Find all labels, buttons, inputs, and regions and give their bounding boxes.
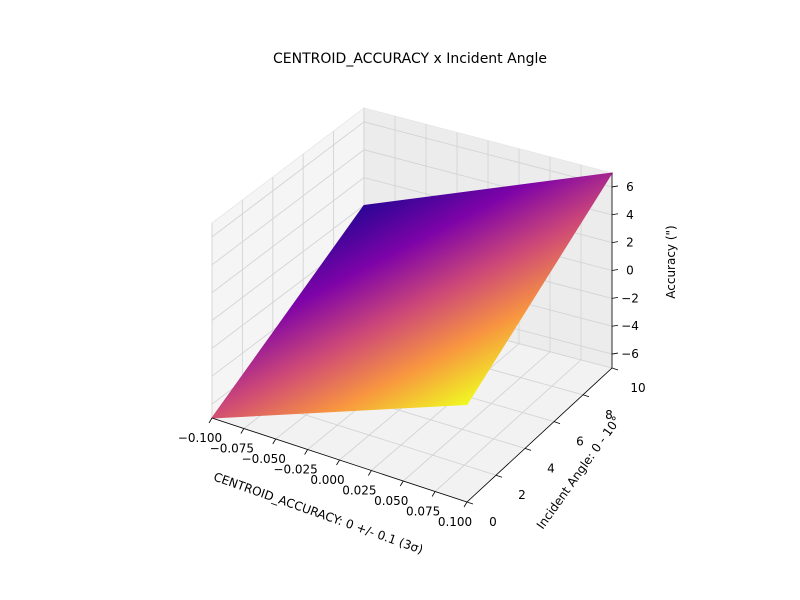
z-tick-label-0: −6	[621, 347, 639, 361]
y-tick-label-2: 4	[547, 461, 555, 475]
axes-ticks: −0.100−0.075−0.050−0.0250.0000.0250.0500…	[178, 173, 646, 529]
y-tick-label-3: 6	[576, 435, 584, 449]
x-tick-label-3: −0.025	[273, 463, 317, 477]
x-tick-label-5: 0.025	[342, 484, 376, 498]
y-tick-3	[553, 421, 561, 424]
x-tick-4	[336, 459, 340, 466]
z-tick-1	[611, 324, 619, 327]
x-tick-label-0: −0.100	[178, 431, 222, 445]
x-tick-label-8: 0.100	[438, 515, 472, 529]
x-tick-3	[304, 449, 308, 455]
z-tick-5	[611, 213, 619, 216]
z-tick-3	[611, 269, 619, 271]
z-gridline-6	[211, 121, 613, 238]
z-tick-0	[611, 352, 619, 355]
z-tick-label-2: −2	[621, 291, 639, 305]
x-tick-2	[272, 438, 277, 445]
z-axis-label: Accuracy (")	[664, 225, 678, 298]
chart-title: CENTROID_ACCURACY x Incident Angle	[273, 51, 547, 67]
x-tick-5	[368, 470, 372, 476]
z-tick-label-1: −4	[621, 319, 639, 333]
z-tick-label-3: 0	[626, 264, 634, 278]
x-tick-label-7: 0.075	[406, 505, 440, 519]
x-tick-label-6: 0.050	[374, 494, 408, 508]
x-tick-7	[431, 491, 436, 497]
x-tick-label-2: −0.050	[242, 452, 286, 466]
y-axis-line	[466, 367, 613, 503]
z-tick-label-5: 4	[626, 208, 634, 222]
x-tick-label-4: 0.000	[310, 473, 344, 487]
y-tick-1	[495, 474, 503, 478]
y-tick-label-0: 0	[489, 515, 497, 529]
y-tick-4	[582, 394, 590, 398]
z-tick-4	[611, 241, 619, 244]
z-tick-label-6: 6	[626, 180, 634, 194]
y-tick-label-5: 10	[630, 381, 645, 395]
z-tick-6	[611, 185, 619, 188]
x-tick-label-1: −0.075	[210, 442, 254, 456]
y-tick-label-4: 8	[605, 408, 613, 422]
y-tick-label-1: 2	[518, 488, 526, 502]
z-tick-label-4: 2	[626, 236, 634, 250]
x-tick-1	[240, 428, 245, 434]
y-tick-2	[524, 448, 532, 451]
x-tick-0	[208, 417, 213, 424]
y-tick-0	[466, 501, 474, 505]
y-tick-5	[611, 367, 619, 371]
x-tick-6	[399, 480, 404, 487]
x-tick-8	[463, 501, 468, 508]
z-tick-2	[611, 296, 619, 299]
